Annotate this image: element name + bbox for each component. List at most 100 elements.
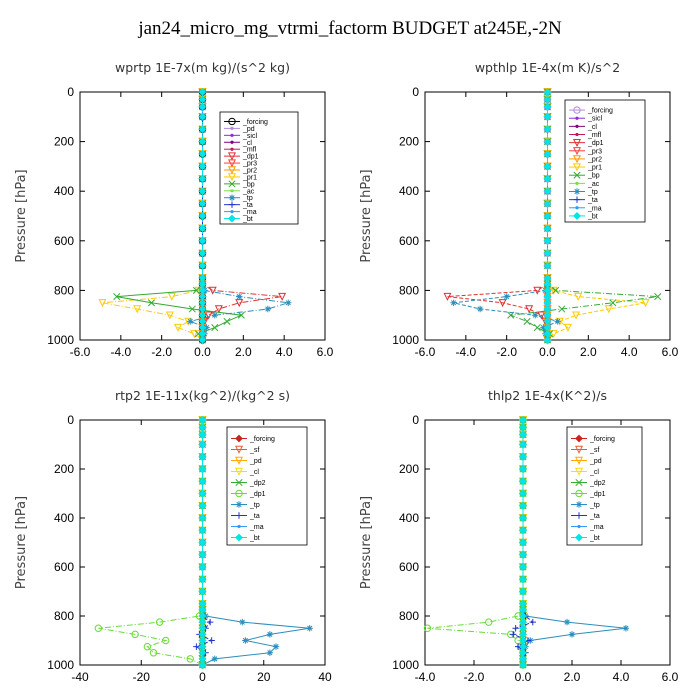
data-point — [519, 661, 527, 669]
ytick-label: 800 — [399, 609, 419, 623]
xtick-label: -2.0 — [151, 345, 172, 359]
data-point — [543, 102, 552, 111]
legend-label: _pr2 — [587, 156, 602, 163]
legend-marker — [228, 214, 236, 223]
legend-label: _ta — [587, 197, 598, 204]
data-point — [147, 299, 156, 307]
data-point — [198, 212, 207, 220]
ytick-label: 1000 — [47, 333, 74, 347]
data-point — [519, 440, 527, 449]
data-point — [198, 261, 207, 270]
legend-marker — [228, 201, 236, 208]
data-point — [198, 477, 207, 486]
legend-label: _forcing — [249, 436, 275, 443]
data-point — [198, 150, 207, 158]
ytick-label: 1000 — [47, 658, 74, 672]
data-point — [519, 575, 527, 584]
data-point — [198, 125, 207, 134]
xtick-label: 2.0 — [580, 345, 597, 359]
xtick-label: 0.0 — [194, 345, 211, 359]
legend-marker — [234, 456, 244, 465]
ytick-label: 600 — [54, 560, 74, 574]
legend-marker — [230, 147, 234, 151]
series-bt — [543, 88, 552, 344]
legend-label: _cl — [589, 469, 599, 476]
legend-label: _bp — [587, 173, 600, 180]
legend-label: _dp1 — [589, 491, 606, 498]
data-point — [532, 312, 539, 319]
xtick-label: 2.0 — [564, 670, 581, 684]
legend-label: _dp2 — [249, 480, 266, 487]
series-line — [427, 420, 524, 665]
data-point — [186, 655, 194, 663]
legend-marker — [572, 163, 582, 172]
legend-marker — [234, 445, 244, 454]
data-point — [242, 637, 249, 644]
legend-marker — [575, 124, 579, 128]
data-point — [198, 88, 207, 96]
legend-label: _dp2 — [589, 480, 606, 487]
data-point — [510, 631, 517, 638]
legend-marker — [235, 533, 243, 542]
legend-label: _sicl — [587, 116, 602, 123]
series-bt — [198, 88, 207, 344]
data-point — [266, 649, 274, 656]
panel-1-ylabel: Pressure [hPa] — [14, 169, 29, 262]
xtick-label: 4.0 — [621, 345, 638, 359]
legend-label: _forcing — [587, 108, 613, 115]
data-point — [211, 312, 218, 319]
legend-label: _cl — [249, 469, 259, 476]
panel-1-legend: _forcing_pd_sicl_cl_mfl_dp1_pr3_pr2_pr1_… — [219, 111, 299, 225]
data-point — [236, 293, 243, 300]
series-dp1 — [94, 416, 207, 669]
data-point — [198, 95, 207, 104]
data-point — [540, 324, 547, 331]
data-point — [574, 292, 583, 301]
legend-label: _bt — [587, 213, 598, 220]
data-point — [198, 563, 207, 571]
ytick-label: 200 — [399, 135, 419, 149]
data-point — [498, 299, 507, 308]
data-point — [223, 317, 231, 325]
xtick-label: 6.0 — [662, 670, 679, 684]
figure-title: jan24_micro_mg_vtrmi_factorm BUDGET at24… — [138, 18, 562, 39]
legend-marker — [573, 212, 581, 220]
data-point — [198, 416, 207, 424]
data-point — [519, 489, 527, 498]
data-point — [563, 323, 572, 332]
data-point — [278, 292, 287, 301]
data-point — [155, 618, 164, 626]
data-point — [443, 292, 452, 301]
data-point — [198, 236, 207, 245]
data-point — [208, 637, 215, 644]
panel-2: wpthlp 1E-4x(m K)/s^2 Pressure [hPa] 0 200 4… — [359, 60, 679, 359]
legend-label: _forcing — [242, 119, 268, 126]
legend-marker — [575, 501, 583, 508]
legend-marker — [235, 489, 243, 498]
data-point — [149, 649, 158, 657]
data-point — [543, 150, 552, 158]
legend-label: _pr2 — [242, 168, 257, 175]
data-point — [533, 324, 541, 332]
data-point — [198, 224, 207, 233]
legend-marker — [235, 501, 243, 508]
data-point — [206, 618, 214, 626]
xtick-label: 4.0 — [276, 345, 293, 359]
data-point — [543, 236, 552, 245]
data-point — [190, 330, 199, 339]
data-point — [194, 330, 202, 338]
legend-label: _tp — [242, 195, 253, 202]
xtick-label: -20 — [133, 670, 151, 684]
data-point — [450, 299, 457, 306]
legend-marker — [228, 194, 236, 201]
legend-marker — [230, 140, 234, 144]
legend-marker — [575, 489, 583, 498]
data-point — [162, 636, 170, 645]
data-point — [204, 311, 213, 320]
legend-label: _sicl — [242, 133, 257, 140]
legend-label: _pr3 — [242, 161, 257, 168]
xtick-label: -2.0 — [464, 670, 485, 684]
data-point — [285, 299, 292, 306]
data-point — [519, 514, 527, 522]
data-point — [543, 174, 552, 183]
